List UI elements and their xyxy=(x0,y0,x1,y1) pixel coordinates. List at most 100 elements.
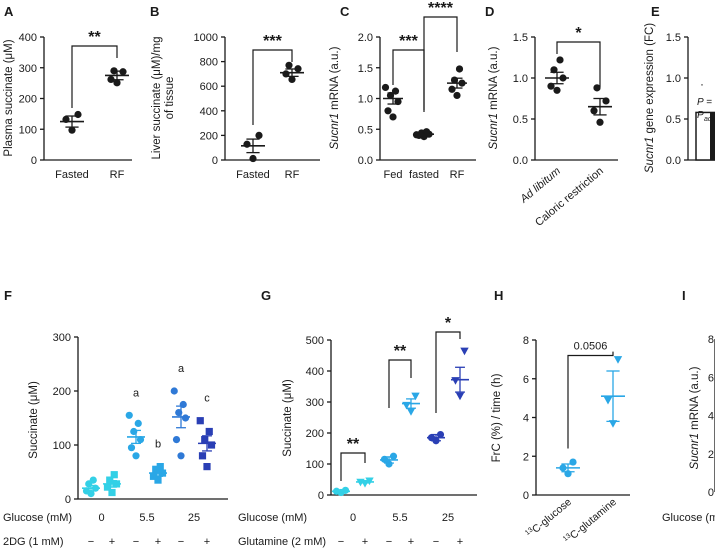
y-axis-label-italic: Sucnr1 xyxy=(488,113,500,149)
data-point-C xyxy=(453,91,461,100)
data-point-C xyxy=(455,65,464,73)
y-axis-label-italic: Sucnr1 xyxy=(644,137,656,173)
y-tick-label-G: 0 xyxy=(318,490,324,502)
data-point-A xyxy=(74,110,82,119)
data-point-D xyxy=(593,84,601,92)
x-row-label-F: Glucose (mM) xyxy=(3,512,72,524)
data-point-C xyxy=(448,85,456,93)
text-fragment-E: P = xyxy=(697,97,712,108)
data-point-F xyxy=(203,463,211,471)
x-tick-label-text: C-glutamine xyxy=(568,496,619,542)
data-point-F xyxy=(108,488,116,497)
y-tick-label-I: 4 xyxy=(708,411,714,423)
sig-label-D: * xyxy=(575,25,582,42)
x-group-label-G: 25 xyxy=(442,512,454,524)
sig-bracket-G xyxy=(435,331,461,413)
y-tick-label-F: 300 xyxy=(53,332,71,344)
data-point-D xyxy=(602,97,610,105)
x-sign-label-F: − xyxy=(133,536,139,548)
sig-label-G: * xyxy=(445,315,452,332)
x-sign-label-G: − xyxy=(433,536,439,548)
data-point-F xyxy=(136,436,145,444)
x-sign-label-G: + xyxy=(457,536,463,548)
data-point-G xyxy=(385,460,393,468)
y-tick-label-C: 1.0 xyxy=(358,94,373,106)
x-sign-label-F: + xyxy=(109,536,115,548)
x-sign-label-F: + xyxy=(204,536,210,548)
y-axis-label-italic: Sucnr1 xyxy=(329,113,341,149)
x-row-label-G: Glucose (mM) xyxy=(238,512,307,524)
data-point-G xyxy=(406,408,416,416)
panel-label: H xyxy=(494,288,503,303)
x-tick-label-A: RF xyxy=(110,169,125,181)
text-fragment-E: P xyxy=(697,110,704,121)
y-axis-label-rest: mRNA (a.u.) xyxy=(488,46,500,113)
y-tick-label-E: 0.5 xyxy=(666,114,681,126)
panel-label: G xyxy=(261,288,271,303)
group-letter-F: a xyxy=(133,387,140,399)
y-tick-label-D: 0.5 xyxy=(513,114,528,126)
y-tick-label-E: 1.5 xyxy=(666,32,681,44)
x-row-label-I: Glucose (m xyxy=(662,512,715,524)
y-tick-label-H: 6 xyxy=(523,374,529,386)
panel-label: E xyxy=(651,4,660,19)
y-tick-label-D: 1.0 xyxy=(513,73,528,85)
y-tick-label-E: 1.0 xyxy=(666,73,681,85)
data-point-F xyxy=(134,419,142,427)
y-tick-label-F: 200 xyxy=(53,386,71,398)
x-sign-label-F: − xyxy=(178,536,184,548)
data-point-B xyxy=(285,61,293,69)
x-row-label-G: Glutamine (2 mM) xyxy=(238,536,326,548)
sig-label-H: 0.0506 xyxy=(574,341,608,353)
x-tick-label-A: Fasted xyxy=(55,169,89,181)
sig-bracket-B xyxy=(252,49,293,125)
text-fragment-E: adj xyxy=(704,116,714,123)
panel-label: I xyxy=(682,288,686,303)
x-tick-label-C: Fed xyxy=(384,169,403,181)
sig-label-B: *** xyxy=(263,33,282,50)
y-tick-label-C: 0.5 xyxy=(358,124,373,136)
y-tick-label-G: 200 xyxy=(306,428,324,440)
y-axis-label-rest: gene expression (FC) xyxy=(644,23,656,137)
x-tick-label-C: fasted xyxy=(409,169,439,181)
data-point-G xyxy=(460,347,469,356)
y-tick-label-I: 2 xyxy=(708,449,714,461)
y-axis-label-rest: mRNA (a.u.) xyxy=(329,46,341,113)
panel-label: F xyxy=(4,288,12,303)
x-sign-label-F: − xyxy=(88,536,94,548)
data-point-F xyxy=(110,471,118,479)
data-point-A xyxy=(113,79,121,87)
data-point-C xyxy=(394,97,402,106)
y-tick-label-G: 500 xyxy=(306,335,324,347)
dotted-line-E: · xyxy=(700,77,704,91)
sig-label-G: ** xyxy=(347,436,360,453)
data-point-F xyxy=(89,476,97,484)
data-point-G xyxy=(411,392,420,401)
y-axis-label-B: Liver succinate (μM)/mgof tissue xyxy=(151,37,176,160)
data-point-F xyxy=(125,411,133,419)
data-point-F xyxy=(181,414,190,422)
group-letter-F: c xyxy=(204,393,210,405)
x-group-label-F: 5.5 xyxy=(139,512,154,524)
data-point-D xyxy=(556,56,564,64)
y-tick-label-C: 0.0 xyxy=(358,155,373,167)
y-tick-label-D: 0.0 xyxy=(513,155,528,167)
x-sign-label-G: + xyxy=(408,536,414,548)
data-point-F xyxy=(205,427,213,436)
group-letter-F: b xyxy=(155,439,161,451)
sig-label-C: *** xyxy=(399,33,418,50)
x-tick-label-B: RF xyxy=(285,169,300,181)
y-tick-label-C: 1.5 xyxy=(358,63,373,75)
data-point-F xyxy=(196,417,204,425)
y-tick-label-B: 1000 xyxy=(194,32,218,44)
isotope-superscript: 13 xyxy=(524,526,535,536)
sig-label-A: ** xyxy=(88,29,101,46)
x-sign-label-G: − xyxy=(386,536,392,548)
data-point-F xyxy=(127,444,136,452)
data-point-D xyxy=(590,107,598,115)
sig-bracket-A xyxy=(71,45,118,108)
sig-bracket-D xyxy=(556,41,601,87)
y-tick-label-A: 100 xyxy=(19,124,37,136)
y-tick-label-E: 0.0 xyxy=(666,155,681,167)
y-axis-label-G: Succinate (μM) xyxy=(282,379,294,457)
